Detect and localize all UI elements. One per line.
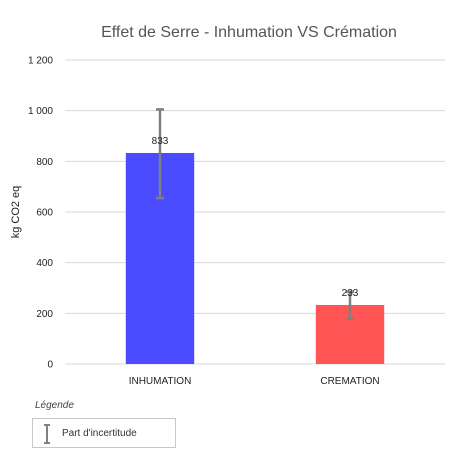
y-axis-label: kg CO2 eq — [10, 186, 22, 239]
error-bar — [346, 290, 354, 321]
y-tick-label: 0 — [47, 360, 53, 371]
bars — [125, 152, 385, 364]
y-axis-tick-labels: 0 200 400 600 800 1 000 1 200 — [28, 56, 53, 371]
error-bar-icon — [44, 424, 50, 444]
data-labels: 833 233 — [152, 136, 359, 299]
y-tick-label: 800 — [36, 157, 53, 168]
legend-label: Part d'incertitude — [62, 428, 137, 439]
y-tick-label: 1 000 — [28, 106, 53, 117]
category-label: INHUMATION — [129, 376, 192, 387]
grid-lines — [65, 59, 445, 365]
category-label: CREMATION — [320, 376, 379, 387]
error-bar — [156, 108, 164, 200]
legend: Part d'incertitude — [32, 418, 176, 448]
y-tick-label: 600 — [36, 208, 53, 219]
data-label: 833 — [152, 136, 169, 147]
y-tick-label: 200 — [36, 309, 53, 320]
category-labels: INHUMATION CREMATION — [129, 376, 380, 387]
chart-title: Effet de Serre - Inhumation VS Crémation — [101, 24, 397, 41]
y-tick-label: 400 — [36, 258, 53, 269]
y-tick-label: 1 200 — [28, 56, 53, 67]
data-label: 233 — [342, 288, 359, 299]
legend-title: Légende — [35, 400, 74, 411]
error-bars — [156, 108, 354, 321]
